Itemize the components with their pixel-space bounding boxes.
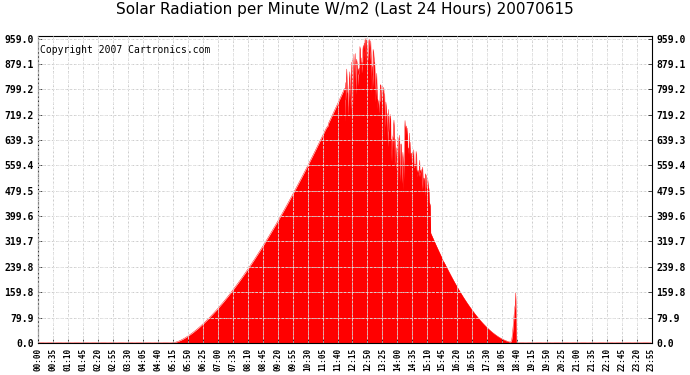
Text: Solar Radiation per Minute W/m2 (Last 24 Hours) 20070615: Solar Radiation per Minute W/m2 (Last 24… (116, 2, 574, 17)
Text: Copyright 2007 Cartronics.com: Copyright 2007 Cartronics.com (39, 45, 210, 55)
